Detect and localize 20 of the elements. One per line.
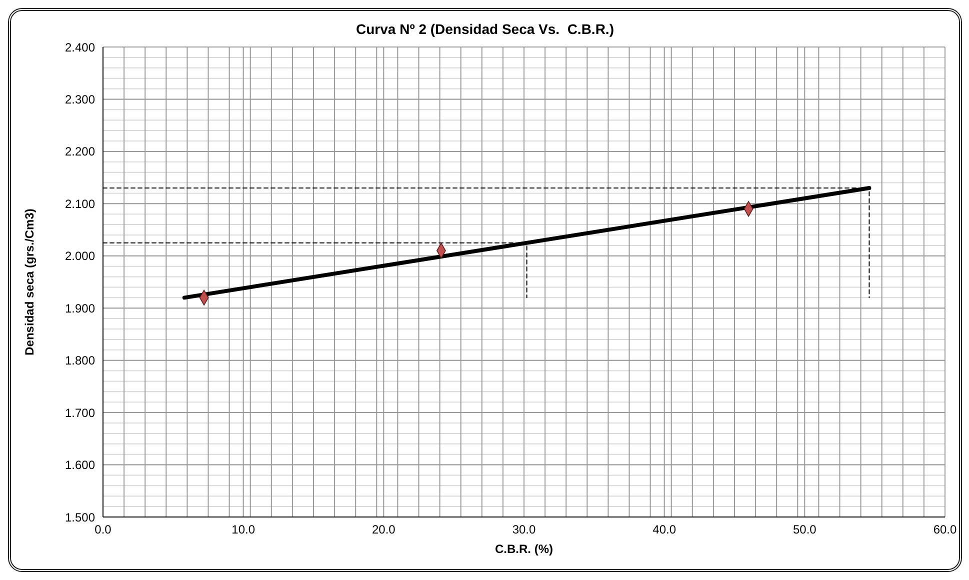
y-tick-label: 2.100 <box>64 196 96 211</box>
x-tick-label: 50.0 <box>792 522 817 537</box>
x-tick-label: 20.0 <box>372 522 396 537</box>
x-tick-label: 10.0 <box>232 522 256 537</box>
y-axis-title: Densidad seca (grs./Cm3) <box>22 208 36 356</box>
y-tick-label: 2.000 <box>64 249 96 264</box>
y-tick-label: 2.400 <box>64 40 96 54</box>
y-tick-label: 1.700 <box>64 406 96 420</box>
y-tick-label: 1.600 <box>64 458 96 472</box>
x-tick-label: 60.0 <box>933 522 957 537</box>
x-tick-label: 0.0 <box>94 522 112 537</box>
x-axis-title: C.B.R. (%) <box>495 542 553 556</box>
y-tick-label: 1.800 <box>64 354 96 368</box>
y-tick-label: 2.300 <box>64 92 96 106</box>
chart-title: Curva Nº 2 (Densidad Seca Vs. C.B.R.) <box>355 21 615 37</box>
y-tick-label: 2.200 <box>64 144 96 159</box>
y-tick-label: 1.500 <box>64 510 96 524</box>
y-tick-label: 1.900 <box>64 301 96 316</box>
x-tick-label: 40.0 <box>652 522 676 537</box>
x-tick-label: 30.0 <box>512 522 536 537</box>
